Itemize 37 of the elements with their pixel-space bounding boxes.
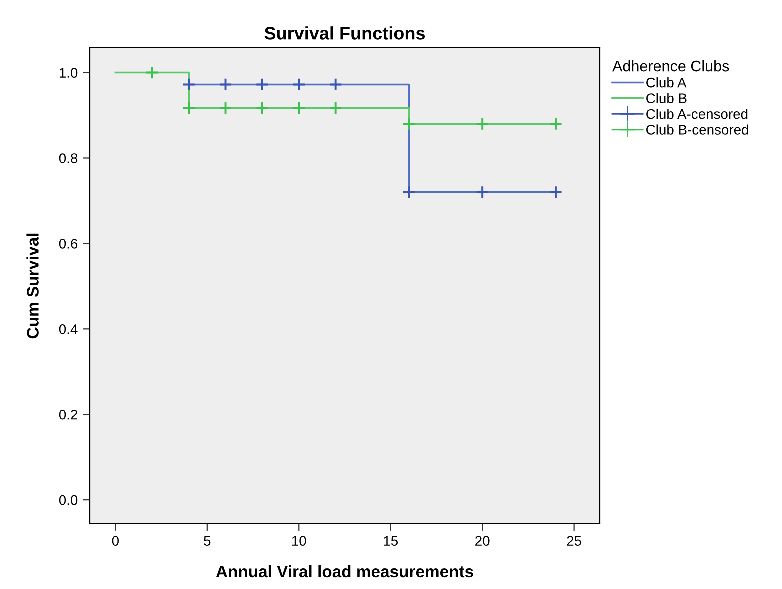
x-tick-label: 15	[384, 536, 398, 546]
x-axis-title: Annual Viral load measurements	[216, 565, 474, 578]
legend-label: Club A-censored	[646, 108, 748, 120]
legend-label: Club A	[646, 78, 687, 88]
point	[292, 78, 306, 92]
x-tick-label: 20	[476, 536, 490, 546]
point	[329, 78, 343, 92]
y-tick-label: 0.6	[59, 239, 78, 249]
x-tick-label: 5	[204, 536, 211, 546]
y-tick-label: 0.8	[59, 154, 78, 164]
point	[476, 186, 490, 200]
point	[146, 66, 160, 80]
point	[292, 101, 306, 116]
legend-label: Club B-censored	[646, 124, 748, 135]
point	[549, 186, 563, 200]
point	[218, 101, 233, 116]
point	[256, 78, 270, 92]
y-tick-label: 1.0	[60, 68, 78, 78]
y-tick-label: 0.0	[59, 495, 78, 506]
y-tick-label: 0.2	[59, 410, 78, 420]
legend-label: Club B	[646, 93, 687, 104]
x-tick-label: 25	[567, 536, 582, 546]
point	[476, 117, 490, 131]
legend-title: Adherence Clubs	[612, 60, 730, 72]
chart-title: Survival Functions	[264, 26, 426, 40]
point	[329, 101, 343, 116]
point	[549, 117, 563, 131]
point	[256, 101, 270, 116]
point	[218, 78, 233, 92]
point	[182, 78, 196, 92]
point	[402, 117, 416, 131]
point	[402, 186, 416, 200]
y-axis-title: Cum Survival	[26, 234, 39, 339]
y-tick-label: 0.4	[59, 324, 78, 334]
point	[182, 101, 196, 116]
x-tick-label: 0	[112, 536, 120, 546]
x-tick-label: 10	[292, 536, 306, 546]
